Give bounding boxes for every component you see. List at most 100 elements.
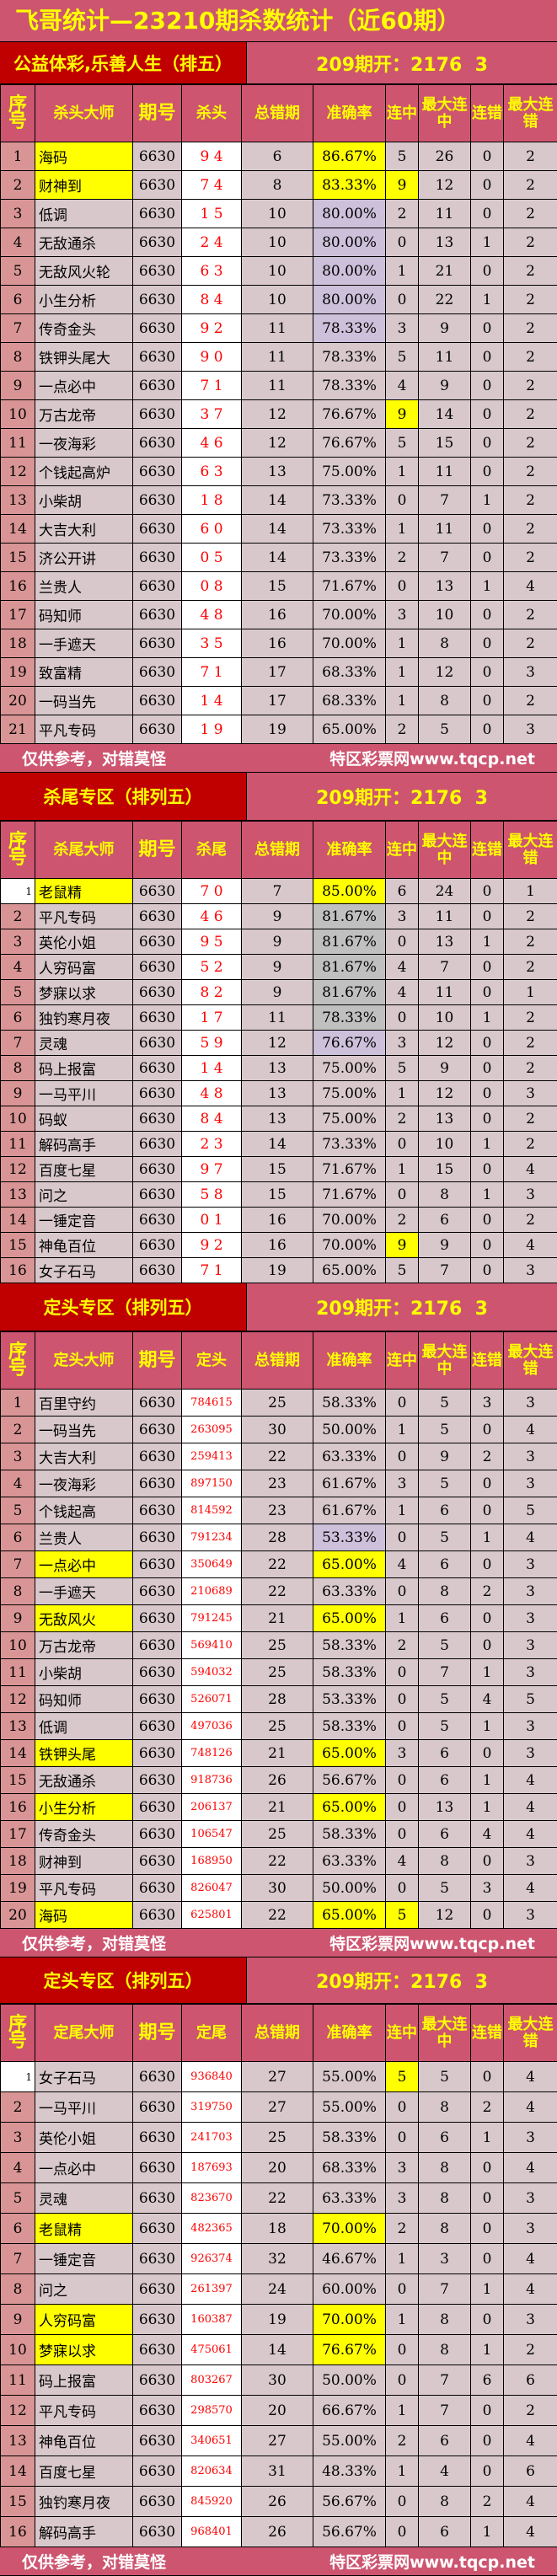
cell-issue: 6630 <box>132 1004 182 1031</box>
cell-name: 平凡专码 <box>35 1874 133 1902</box>
cell-max-miss-streak: 2 <box>503 629 557 658</box>
table-row: 9 一点必中 6630 7 1 11 78.33% 4 9 0 2 <box>0 371 557 400</box>
cell-issue: 6630 <box>132 715 182 744</box>
cell-seq: 11 <box>0 1658 35 1686</box>
column-header-max-streak: 最大连中 <box>418 84 471 142</box>
cell-name: 一夜海彩 <box>35 1470 133 1497</box>
table-row: 13 低调 6630 497036 25 58.33% 0 5 1 3 <box>0 1712 557 1740</box>
cell-streak: 0 <box>385 2273 419 2305</box>
column-header-name: 杀尾大师 <box>35 821 133 879</box>
column-header-max-streak: 最大连中 <box>418 1331 471 1390</box>
cell-pick: 9 0 <box>181 342 242 372</box>
cell-pick: 526071 <box>181 1685 242 1713</box>
column-header-max-miss-streak: 最大连错 <box>503 821 557 879</box>
cell-total-errors: 22 <box>241 1901 313 1929</box>
cell-total-errors: 14 <box>241 485 313 515</box>
site-link[interactable]: 特区彩票网www.tqcp.net <box>329 2553 535 2572</box>
cell-seq: 10 <box>0 399 35 429</box>
cell-name: 解码高手 <box>35 1131 133 1157</box>
cell-miss-streak: 0 <box>470 1604 504 1632</box>
cell-max-miss-streak: 2 <box>503 2334 557 2365</box>
cell-max-miss-streak: 2 <box>503 600 557 629</box>
table-row: 11 解码高手 6630 2 3 14 73.33% 0 10 1 2 <box>0 1131 557 1157</box>
cell-total-errors: 21 <box>241 1739 313 1767</box>
cell-max-streak: 8 <box>418 1577 471 1605</box>
cell-miss-streak: 0 <box>470 1232 504 1258</box>
cell-pick: 4 6 <box>181 903 242 929</box>
cell-max-miss-streak: 4 <box>503 2425 557 2456</box>
cell-name: 问之 <box>35 2273 133 2305</box>
cell-miss-streak: 0 <box>470 878 504 904</box>
cell-miss-streak: 0 <box>470 1550 504 1578</box>
cell-streak: 1 <box>385 2243 419 2274</box>
cell-total-errors: 28 <box>241 1524 313 1551</box>
cell-max-streak: 9 <box>418 1443 471 1470</box>
cell-accuracy: 55.00% <box>313 2425 386 2456</box>
cell-max-streak: 22 <box>418 285 471 314</box>
cell-issue: 6630 <box>132 2364 182 2396</box>
cell-seq: 13 <box>0 2425 35 2456</box>
table-row: 9 无敌风火 6630 791245 21 65.00% 1 6 0 3 <box>0 1604 557 1632</box>
cell-issue: 6630 <box>132 629 182 658</box>
cell-seq: 16 <box>0 1793 35 1821</box>
cell-streak: 0 <box>385 1712 419 1740</box>
cell-max-miss-streak: 4 <box>503 1874 557 1902</box>
cell-max-miss-streak: 4 <box>503 2273 557 2305</box>
cell-miss-streak: 2 <box>470 1443 504 1470</box>
cell-max-miss-streak: 4 <box>503 2152 557 2183</box>
cell-pick: 1 9 <box>181 715 242 744</box>
cell-streak: 9 <box>385 399 419 429</box>
cell-accuracy: 68.33% <box>313 2152 386 2183</box>
table-row: 10 万古龙帝 6630 3 7 12 76.67% 9 14 0 2 <box>0 399 557 429</box>
column-header-issue: 期号 <box>132 821 182 879</box>
cell-issue: 6630 <box>132 2486 182 2517</box>
cell-miss-streak: 0 <box>470 657 504 687</box>
page-title: 飞哥统计—23210期杀数统计（近60期） <box>0 0 557 42</box>
cell-name: 财神到 <box>35 1847 133 1875</box>
cell-streak: 2 <box>385 1106 419 1132</box>
cell-max-miss-streak: 5 <box>503 1497 557 1524</box>
cell-seq: 7 <box>0 2243 35 2274</box>
cell-max-miss-streak: 4 <box>503 1232 557 1258</box>
cell-miss-streak: 0 <box>470 342 504 372</box>
cell-streak: 2 <box>385 199 419 228</box>
table-row: 12 码知师 6630 526071 28 53.33% 0 5 4 5 <box>0 1685 557 1713</box>
cell-seq: 14 <box>0 1739 35 1767</box>
cell-max-miss-streak: 3 <box>503 2213 557 2244</box>
cell-pick: 9 7 <box>181 1156 242 1182</box>
cell-pick: 968401 <box>181 2516 242 2547</box>
section-title: 定头专区（排列五） <box>0 1283 247 1331</box>
cell-accuracy: 78.33% <box>313 342 386 372</box>
cell-miss-streak: 3 <box>470 1389 504 1417</box>
cell-max-streak: 15 <box>418 1156 471 1182</box>
cell-total-errors: 10 <box>241 228 313 257</box>
table-row: 9 人穷码富 6630 160387 19 70.00% 1 8 0 3 <box>0 2304 557 2335</box>
cell-name: 问之 <box>35 1181 133 1208</box>
cell-issue: 6630 <box>132 399 182 429</box>
cell-issue: 6630 <box>132 903 182 929</box>
cell-streak: 4 <box>385 979 419 1005</box>
cell-max-miss-streak: 2 <box>503 342 557 372</box>
site-link[interactable]: 特区彩票网www.tqcp.net <box>329 1935 535 1953</box>
cell-pick: 106547 <box>181 1820 242 1848</box>
cell-accuracy: 46.67% <box>313 2243 386 2274</box>
cell-max-streak: 7 <box>418 543 471 572</box>
cell-seq: 8 <box>0 342 35 372</box>
cell-max-miss-streak: 3 <box>503 1658 557 1686</box>
column-header-pick: 定头 <box>181 1331 242 1390</box>
cell-pick: 784615 <box>181 1389 242 1417</box>
cell-name: 万古龙帝 <box>35 1631 133 1659</box>
table-row: 11 码上报富 6630 803267 30 50.00% 0 7 6 6 <box>0 2364 557 2396</box>
section: 杀尾专区（排列五） 209期开：2176 3 序号 杀尾大师 期号 杀尾 总错期 准确率 连中最… <box>0 773 557 1283</box>
column-header-miss-streak: 连错 <box>470 1331 504 1390</box>
cell-issue: 6630 <box>132 170 182 200</box>
sections-container: 公益体彩,乐善人生（排五） 209期开：2176 3 序号 杀头大师 期号 杀头 总错期 准确… <box>0 42 557 2576</box>
cell-max-miss-streak: 2 <box>503 142 557 171</box>
cell-issue: 6630 <box>132 1524 182 1551</box>
cell-streak: 5 <box>385 1257 419 1283</box>
cell-total-errors: 13 <box>241 1106 313 1132</box>
cell-seq: 3 <box>0 2122 35 2153</box>
cell-issue: 6630 <box>132 2425 182 2456</box>
table-row: 4 人穷码富 6630 5 2 9 81.67% 4 7 0 2 <box>0 954 557 980</box>
site-link[interactable]: 特区彩票网www.tqcp.net <box>329 750 535 769</box>
